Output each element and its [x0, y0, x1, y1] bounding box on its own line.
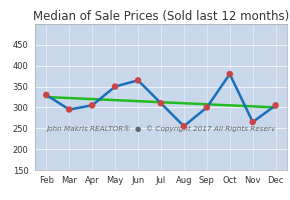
Text: John Makris REALTOR®  ●  © Copyright 2017 All Rights Reserv: John Makris REALTOR® ● © Copyright 2017 …: [46, 126, 275, 132]
Point: [113, 85, 117, 88]
Point: [182, 125, 186, 128]
Point: [136, 79, 140, 82]
Title: Median of Sale Prices (Sold last 12 months): Median of Sale Prices (Sold last 12 mont…: [33, 10, 289, 23]
Point: [227, 72, 232, 76]
Point: [159, 102, 163, 105]
Point: [67, 108, 72, 111]
Point: [273, 104, 278, 107]
Point: [44, 93, 49, 97]
Point: [204, 106, 209, 109]
Point: [90, 104, 95, 107]
Point: [250, 120, 255, 124]
